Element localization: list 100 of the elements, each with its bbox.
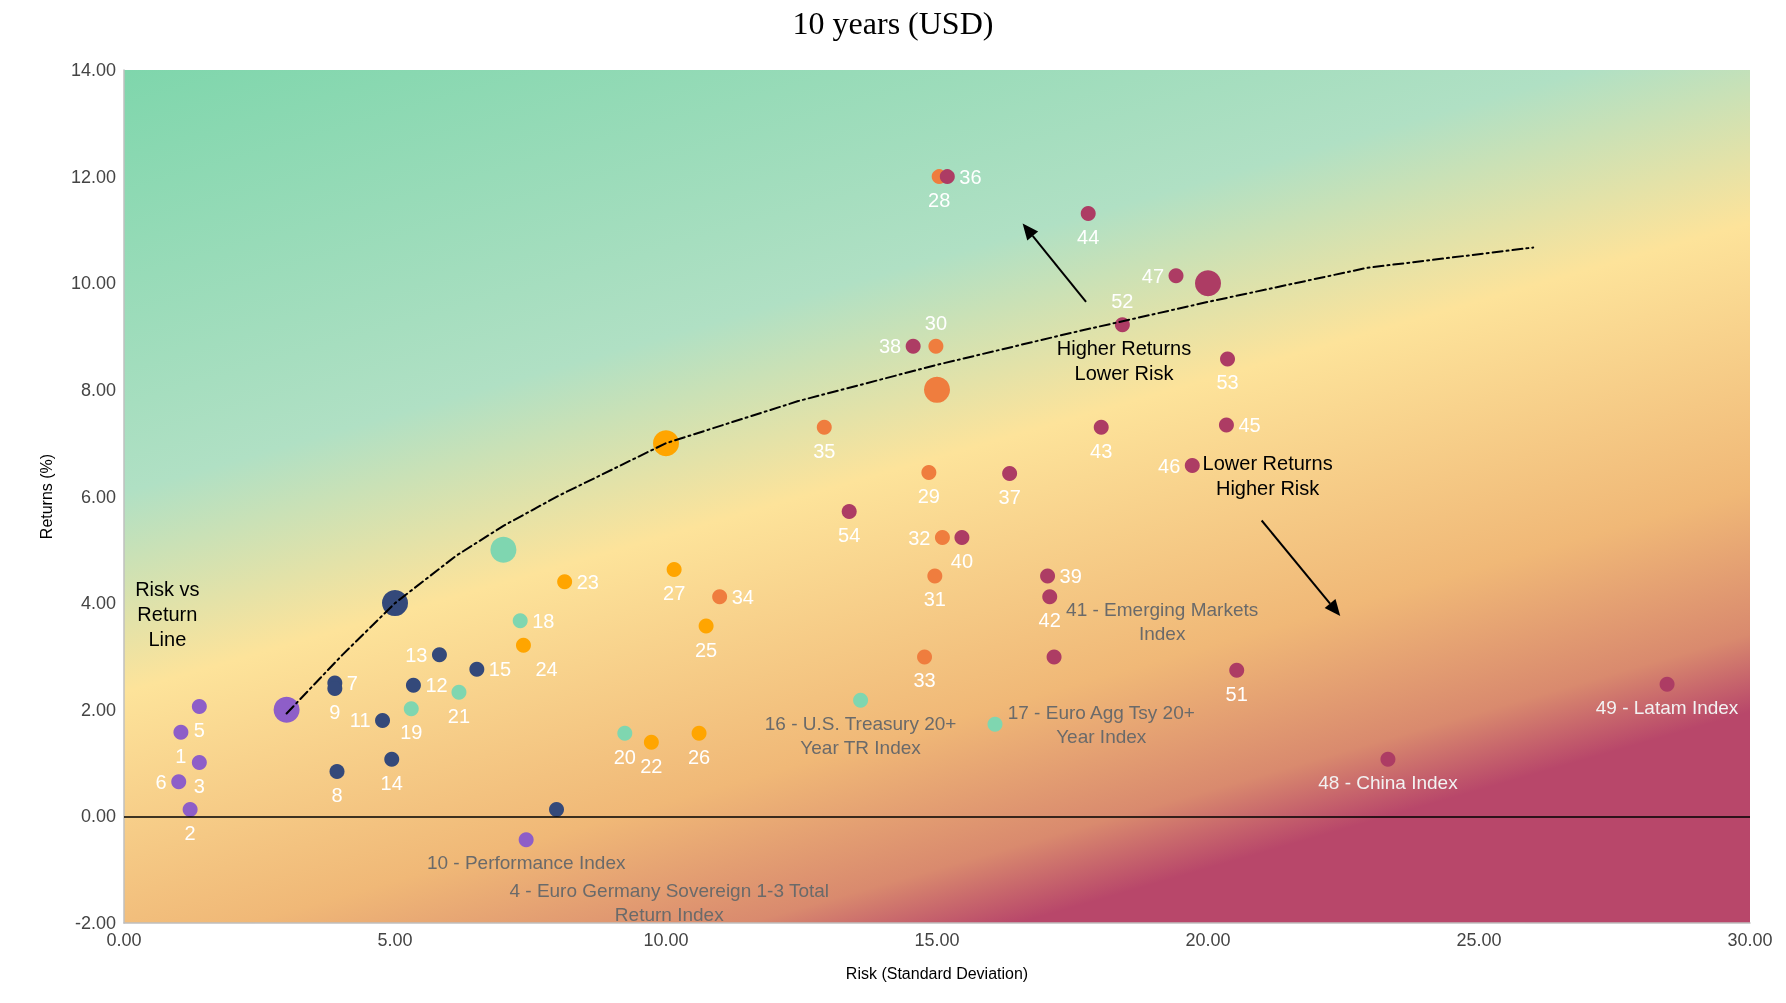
point: [451, 684, 467, 700]
annotation: 38: [878, 335, 902, 358]
y-tick-label: 10.00: [70, 273, 116, 294]
annotation: 25: [694, 638, 718, 661]
point: [841, 503, 857, 519]
annotation: 39: [1059, 564, 1082, 587]
point: [954, 530, 970, 546]
annotation: 20: [613, 745, 636, 768]
annotation: 17 - Euro Agg Tsy 20+ Year Index: [1007, 701, 1195, 747]
y-tick-label: 2.00: [80, 699, 116, 720]
point: [1046, 649, 1062, 665]
point: [515, 637, 531, 653]
annotation: 28: [928, 189, 951, 212]
annotation: 53: [1216, 371, 1239, 394]
point: [927, 568, 943, 584]
annotation: 11: [349, 709, 371, 732]
annotation: Higher Returns Lower Risk: [1056, 337, 1192, 385]
annotation: 32: [908, 526, 931, 549]
point: [1659, 676, 1675, 692]
y-tick-label: 14.00: [70, 60, 116, 80]
point: [403, 701, 419, 717]
point: [1093, 419, 1109, 435]
x-tick-label: 0.00: [106, 930, 142, 950]
point: [698, 618, 714, 634]
point: [987, 716, 1003, 732]
y-tick-label: 0.00: [80, 806, 116, 827]
annotation: 31: [923, 588, 946, 611]
annotation: 21: [447, 704, 471, 727]
annotation: 22: [640, 754, 663, 777]
annotation: 5: [193, 719, 205, 742]
point: [666, 562, 682, 578]
point: [512, 613, 528, 629]
annotation: 40: [950, 550, 974, 573]
annotation: 27: [663, 582, 686, 605]
y-axis-title: Returns (%): [37, 453, 55, 540]
y-tick-label: 12.00: [70, 166, 116, 187]
annotation: 15: [488, 658, 512, 681]
annotation: 19: [400, 721, 423, 744]
y-tick-label: 6.00: [80, 486, 116, 507]
point: [191, 755, 207, 771]
annotation: 4 - Euro Germany Sovereign 1-3 Total Return Index: [509, 880, 830, 926]
point: [549, 801, 565, 817]
point: [939, 169, 955, 185]
point: [191, 699, 207, 715]
point: [431, 647, 447, 663]
y-tick-label: 4.00: [80, 593, 116, 614]
annotation: 46: [1158, 454, 1181, 477]
annotation: 37: [998, 486, 1021, 509]
point: [617, 725, 633, 741]
annotation: 9: [329, 700, 341, 723]
point: [1042, 589, 1058, 605]
y-tick-label: -2.00: [74, 913, 116, 933]
annotation: 51: [1225, 682, 1248, 705]
point: [1080, 205, 1096, 221]
point: [182, 801, 198, 817]
annotation: Risk vs Return Line: [135, 577, 200, 650]
annotation: 24: [535, 657, 558, 680]
annotation: 33: [913, 669, 936, 692]
annotation: 3: [193, 775, 205, 798]
annotation: 41 - Emerging Markets Index: [1066, 599, 1259, 645]
annotation: 12: [425, 674, 448, 697]
annotation: 6: [155, 770, 167, 793]
annotation: 1: [175, 744, 187, 767]
point: [643, 734, 659, 750]
x-tick-label: 10.00: [643, 930, 689, 950]
point: [816, 419, 832, 435]
annotation: 26: [687, 745, 711, 768]
point: [469, 661, 485, 677]
annotation: 29: [917, 485, 940, 508]
x-tick-label: 25.00: [1456, 930, 1502, 950]
annotation: 52: [1111, 290, 1134, 313]
point: [405, 677, 421, 693]
annotation: 47: [1141, 264, 1165, 287]
point: [329, 764, 345, 780]
point: [917, 649, 933, 665]
annotation: 18: [532, 609, 555, 632]
annotation: 14: [380, 771, 403, 794]
point: [691, 725, 707, 741]
x-tick-label: 15.00: [914, 930, 960, 950]
annotation: 43: [1090, 439, 1113, 462]
annotation: 34: [731, 585, 754, 608]
point: [1168, 268, 1184, 284]
point: [1229, 662, 1245, 678]
annotation: 36: [959, 165, 982, 188]
annotation: 45: [1238, 414, 1261, 437]
point: [1002, 466, 1018, 482]
point: [1040, 568, 1056, 584]
point: [518, 832, 534, 848]
annotation: 2: [184, 821, 196, 844]
chart-title: 10 years (USD): [792, 5, 994, 41]
annotation: 49 - Latam Index: [1595, 696, 1739, 718]
point: [173, 724, 189, 740]
point: [921, 465, 937, 481]
y-tick-label: 8.00: [80, 379, 116, 400]
annotation: 13: [405, 643, 428, 666]
annotation: 44: [1077, 225, 1100, 248]
annotation: 7: [346, 672, 358, 695]
x-tick-label: 30.00: [1727, 930, 1773, 950]
annotation: 54: [838, 523, 861, 546]
annotation: 30: [924, 311, 948, 334]
